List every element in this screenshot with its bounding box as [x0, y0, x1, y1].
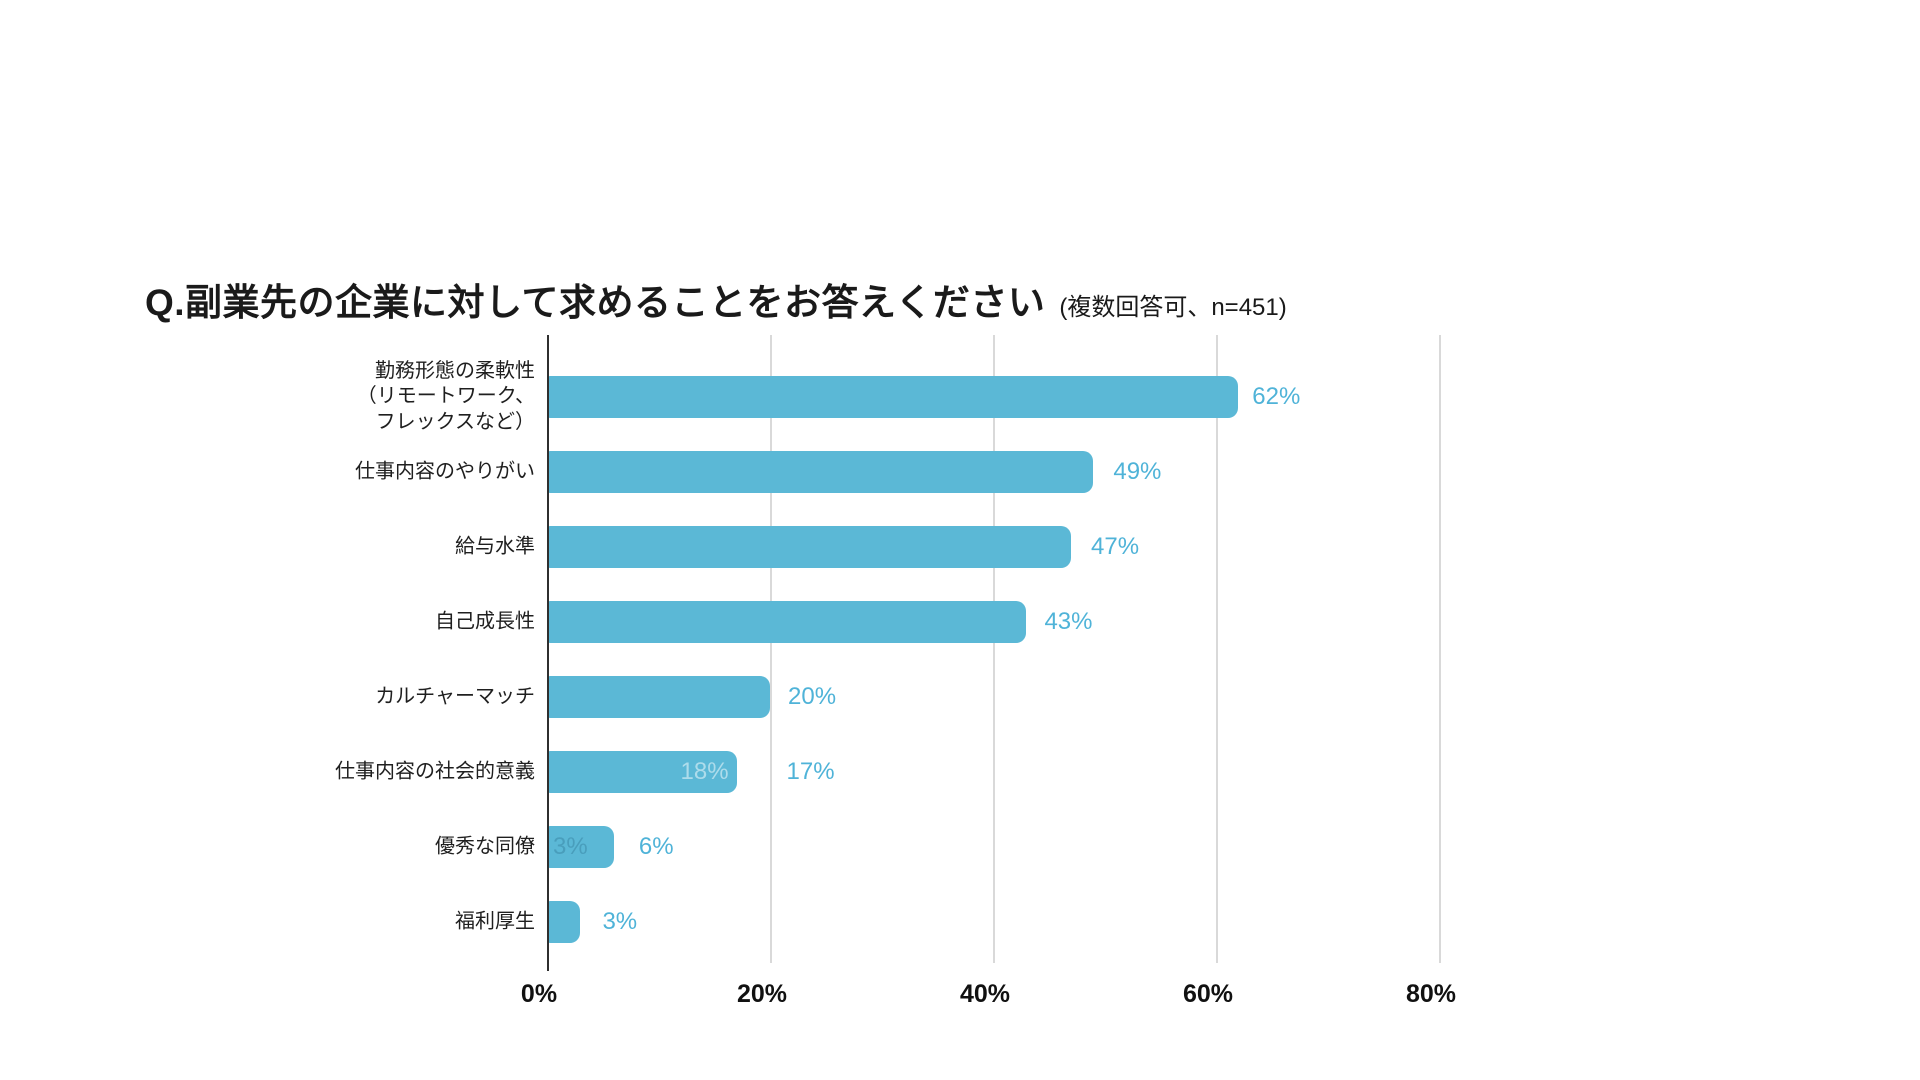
- y-axis-line: [547, 335, 549, 971]
- category-label: 勤務形態の柔軟性 （リモートワーク、 フレックスなど）: [356, 359, 535, 433]
- value-label: 20%: [788, 683, 837, 710]
- value-label: 3%: [602, 908, 638, 935]
- bar: [547, 601, 1027, 643]
- ghost-value-label: 18%: [680, 758, 729, 785]
- x-tick-label: 0%: [520, 980, 558, 1008]
- bar: 18%: [547, 751, 737, 793]
- bar: [547, 526, 1072, 568]
- value-label: 6%: [638, 833, 674, 860]
- bar: [547, 376, 1239, 418]
- chart-title: Q.副業先の企業に対して求めることをお答えください: [145, 282, 1046, 323]
- value-label: 62%: [1252, 383, 1301, 410]
- x-tick-label: 20%: [736, 980, 788, 1008]
- value-label: 49%: [1113, 458, 1162, 485]
- grid-line: [770, 335, 772, 963]
- category-label: 福利厚生: [455, 910, 535, 933]
- category-label: 自己成長性: [435, 610, 535, 633]
- bar: [547, 901, 581, 943]
- x-tick-label: 40%: [959, 980, 1011, 1008]
- category-label: 仕事内容の社会的意義: [335, 760, 535, 783]
- value-label: 43%: [1044, 608, 1093, 635]
- ghost-value-label: 3%: [553, 833, 588, 860]
- category-label: カルチャーマッチ: [375, 685, 535, 708]
- grid-line: [1439, 335, 1441, 963]
- value-label: 17%: [786, 758, 835, 785]
- category-label: 仕事内容のやりがい: [355, 460, 535, 483]
- grid-line: [1216, 335, 1218, 963]
- category-label: 給与水準: [455, 535, 535, 558]
- chart-title-note: (複数回答可、n=451): [1059, 294, 1287, 321]
- grid-line: [993, 335, 995, 963]
- value-label: 47%: [1091, 533, 1140, 560]
- category-label: 優秀な同僚: [435, 835, 535, 858]
- bar: [547, 451, 1094, 493]
- x-tick-label: 60%: [1182, 980, 1234, 1008]
- bar: [547, 676, 770, 718]
- bar: 3%: [547, 826, 614, 868]
- chart-header: Q.副業先の企業に対して求めることをお答えください (複数回答可、n=451): [145, 272, 1287, 326]
- x-tick-label: 80%: [1405, 980, 1457, 1008]
